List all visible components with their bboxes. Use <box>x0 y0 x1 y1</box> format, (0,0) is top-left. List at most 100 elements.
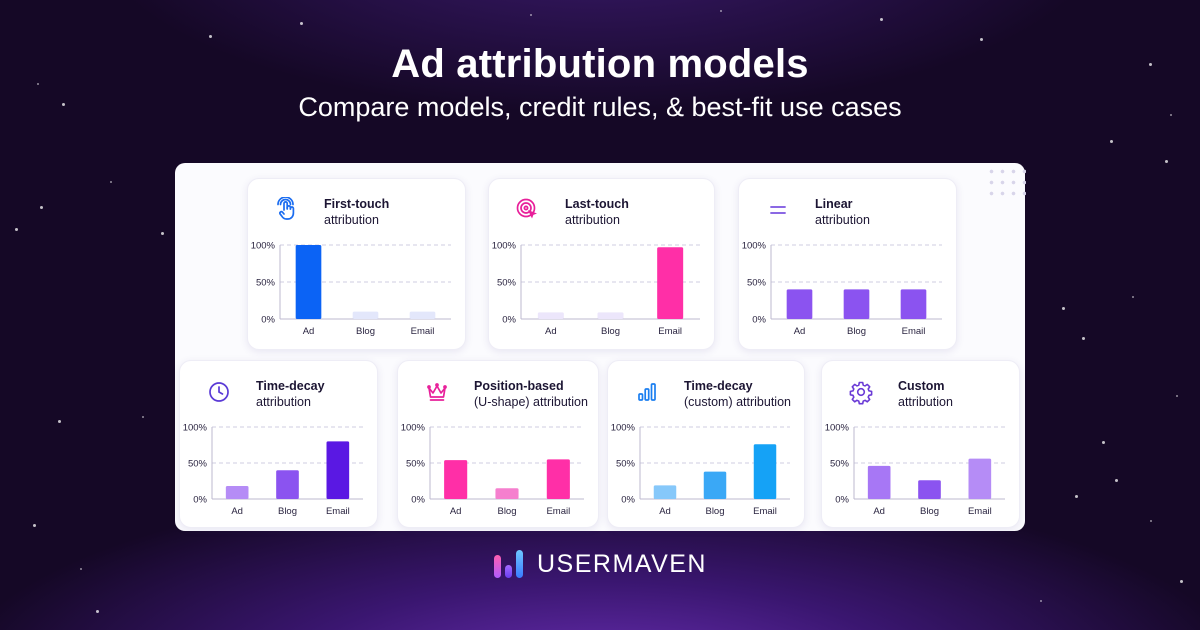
x-category-label: Ad <box>231 506 243 517</box>
bar-email <box>968 458 992 499</box>
x-category-label: Ad <box>303 326 315 337</box>
star <box>142 416 144 418</box>
gear-icon <box>840 371 882 413</box>
x-category-label: Blog <box>278 506 297 517</box>
y-tick-label: 50% <box>830 459 850 470</box>
star <box>300 22 303 25</box>
y-tick-label: 50% <box>406 459 426 470</box>
y-tick-label: 100% <box>401 423 426 434</box>
x-category-label: Ad <box>794 326 806 337</box>
star <box>720 10 722 12</box>
bar-blog <box>918 480 941 499</box>
y-tick-label: 100% <box>825 423 850 434</box>
star <box>1075 495 1078 498</box>
x-category-label: Blog <box>920 506 939 517</box>
card-title-line2: attribution <box>324 213 379 227</box>
card-first-touch: First-touch attribution 100% 50% 0% Ad Blog E… <box>247 178 466 350</box>
star <box>15 228 18 231</box>
crown-icon <box>416 371 458 413</box>
bar-chart: 100% 50% 0% Ad Blog Email <box>492 241 700 337</box>
star <box>1110 140 1113 143</box>
card-title-line2: attribution <box>565 213 620 227</box>
y-tick-label: 100% <box>492 241 517 252</box>
y-tick-label: 0% <box>752 315 766 326</box>
x-category-label: Email <box>546 506 570 517</box>
x-category-label: Ad <box>450 506 462 517</box>
clock-icon <box>198 371 240 413</box>
card-title-line1: Last-touch <box>565 197 629 211</box>
star <box>33 524 36 527</box>
card-position-based: Position-based (U-shape) attribution 100… <box>397 360 599 528</box>
star <box>96 610 99 613</box>
card-time-decay: Time-decay attribution 100% 50% 0% Ad Blog Em… <box>179 360 378 528</box>
bar-email <box>900 289 927 319</box>
star <box>161 232 164 235</box>
bar-ad <box>653 485 677 499</box>
y-tick-label: 50% <box>497 278 517 289</box>
card-title-line2: (custom) attribution <box>684 395 791 409</box>
x-category-label: Email <box>968 506 992 517</box>
card-title-line2: attribution <box>815 213 870 227</box>
x-category-label: Email <box>326 506 350 517</box>
y-tick-label: 100% <box>742 241 767 252</box>
star <box>1180 580 1183 583</box>
bar-ad <box>537 312 564 319</box>
x-category-label: Email <box>902 326 926 337</box>
x-category-label: Ad <box>873 506 885 517</box>
x-category-label: Blog <box>847 326 866 337</box>
y-tick-label: 0% <box>621 495 635 506</box>
card-time-decay-custom: Time-decay (custom) attribution 100% 50% 0… <box>607 360 805 528</box>
bar-chart: 100% 50% 0% Ad Blog Email <box>825 423 1005 517</box>
bar-chart: 100% 50% 0% Ad Blog Email <box>251 241 451 337</box>
brand-name: USERMAVEN <box>536 549 707 578</box>
card-custom: Custom attribution 100% 50% 0% Ad Blog Email <box>821 360 1020 528</box>
bar-blog <box>276 470 299 499</box>
star <box>1115 479 1118 482</box>
bar-email <box>326 441 350 499</box>
card-title-line2: (U-shape) attribution <box>474 395 588 409</box>
x-category-label: Email <box>658 326 682 337</box>
bar-blog <box>495 488 519 499</box>
bar-ad <box>444 460 468 499</box>
y-tick-label: 100% <box>611 423 636 434</box>
bar-chart: 100% 50% 0% Ad Blog Email <box>183 423 363 517</box>
bar-blog <box>703 471 727 499</box>
star <box>880 18 883 21</box>
bar-blog <box>843 289 870 319</box>
star <box>1102 441 1105 444</box>
x-category-label: Blog <box>497 506 516 517</box>
star <box>1176 395 1178 397</box>
card-title-line2: attribution <box>256 395 311 409</box>
y-tick-label: 0% <box>193 495 207 506</box>
star <box>1082 337 1085 340</box>
bar-ad <box>867 465 891 499</box>
x-category-label: Ad <box>545 326 557 337</box>
card-title-line1: Time-decay <box>684 379 753 393</box>
y-tick-label: 100% <box>183 423 208 434</box>
x-category-label: Email <box>753 506 777 517</box>
star <box>209 35 212 38</box>
y-tick-label: 0% <box>261 315 275 326</box>
x-category-label: Blog <box>705 506 724 517</box>
card-title-line2: attribution <box>898 395 953 409</box>
x-category-label: Email <box>411 326 435 337</box>
bar-email <box>657 247 684 319</box>
star <box>40 206 43 209</box>
card-title-line1: Custom <box>898 379 945 393</box>
tap-hand-icon <box>266 189 308 231</box>
equal-lines-icon <box>757 189 799 231</box>
y-tick-label: 100% <box>251 241 276 252</box>
bar-chart: 100% 50% 0% Ad Blog Email <box>611 423 790 517</box>
star <box>1132 296 1134 298</box>
bar-ad <box>295 245 322 319</box>
y-tick-label: 0% <box>835 495 849 506</box>
card-linear: Linear attribution 100% 50% 0% Ad Blog Email <box>738 178 957 350</box>
cursor-target-icon <box>507 189 549 231</box>
page-title: Ad attribution models <box>391 42 809 86</box>
bar-email <box>546 459 570 499</box>
card-title-line1: Time-decay <box>256 379 325 393</box>
star <box>530 14 532 16</box>
card-last-touch: Last-touch attribution 100% 50% 0% Ad Blog Em… <box>488 178 715 350</box>
star <box>1040 600 1042 602</box>
star <box>1165 160 1168 163</box>
